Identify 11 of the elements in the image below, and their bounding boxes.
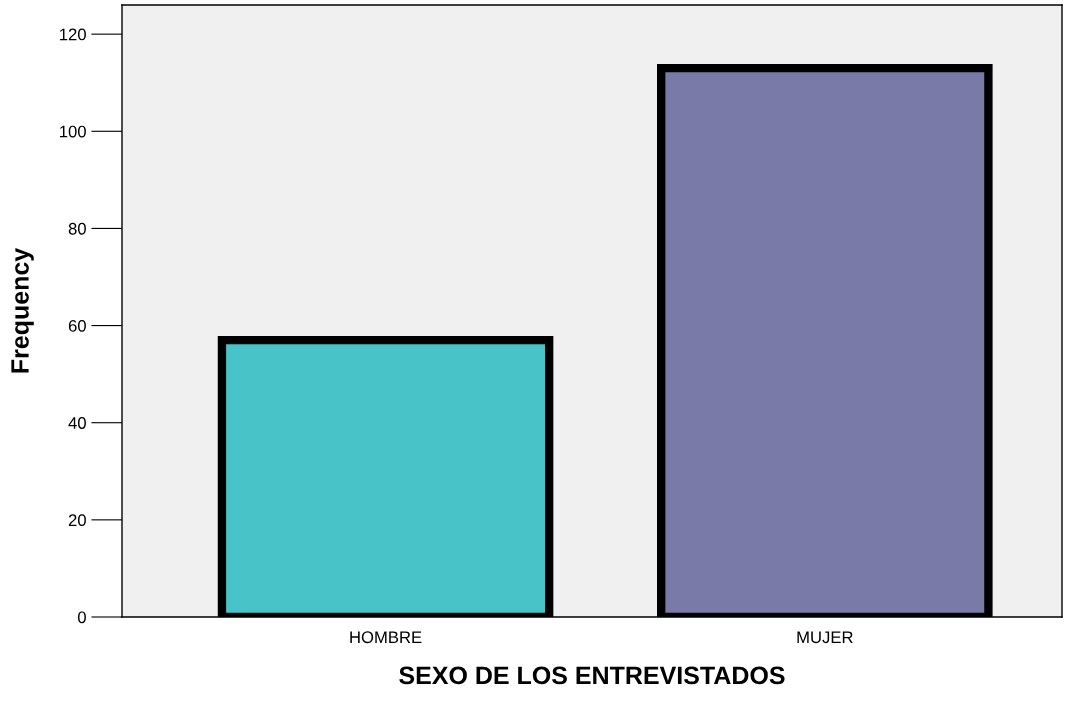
x-tick-label: MUJER [797, 631, 853, 644]
x-axis-title: SEXO DE LOS ENTREVISTADOS [399, 666, 785, 685]
y-tick-label: 40 [68, 417, 86, 429]
y-tick-label: 0 [77, 611, 86, 624]
y-tick-label: 100 [60, 125, 86, 138]
y-axis-title: Frequency [11, 247, 34, 373]
y-tick-label: 120 [60, 28, 86, 41]
y-tick-label: 20 [68, 514, 86, 527]
x-tick-label: HOMBRE [350, 631, 422, 644]
y-tick-label: 80 [68, 222, 86, 235]
y-tick-label: 60 [68, 319, 86, 332]
